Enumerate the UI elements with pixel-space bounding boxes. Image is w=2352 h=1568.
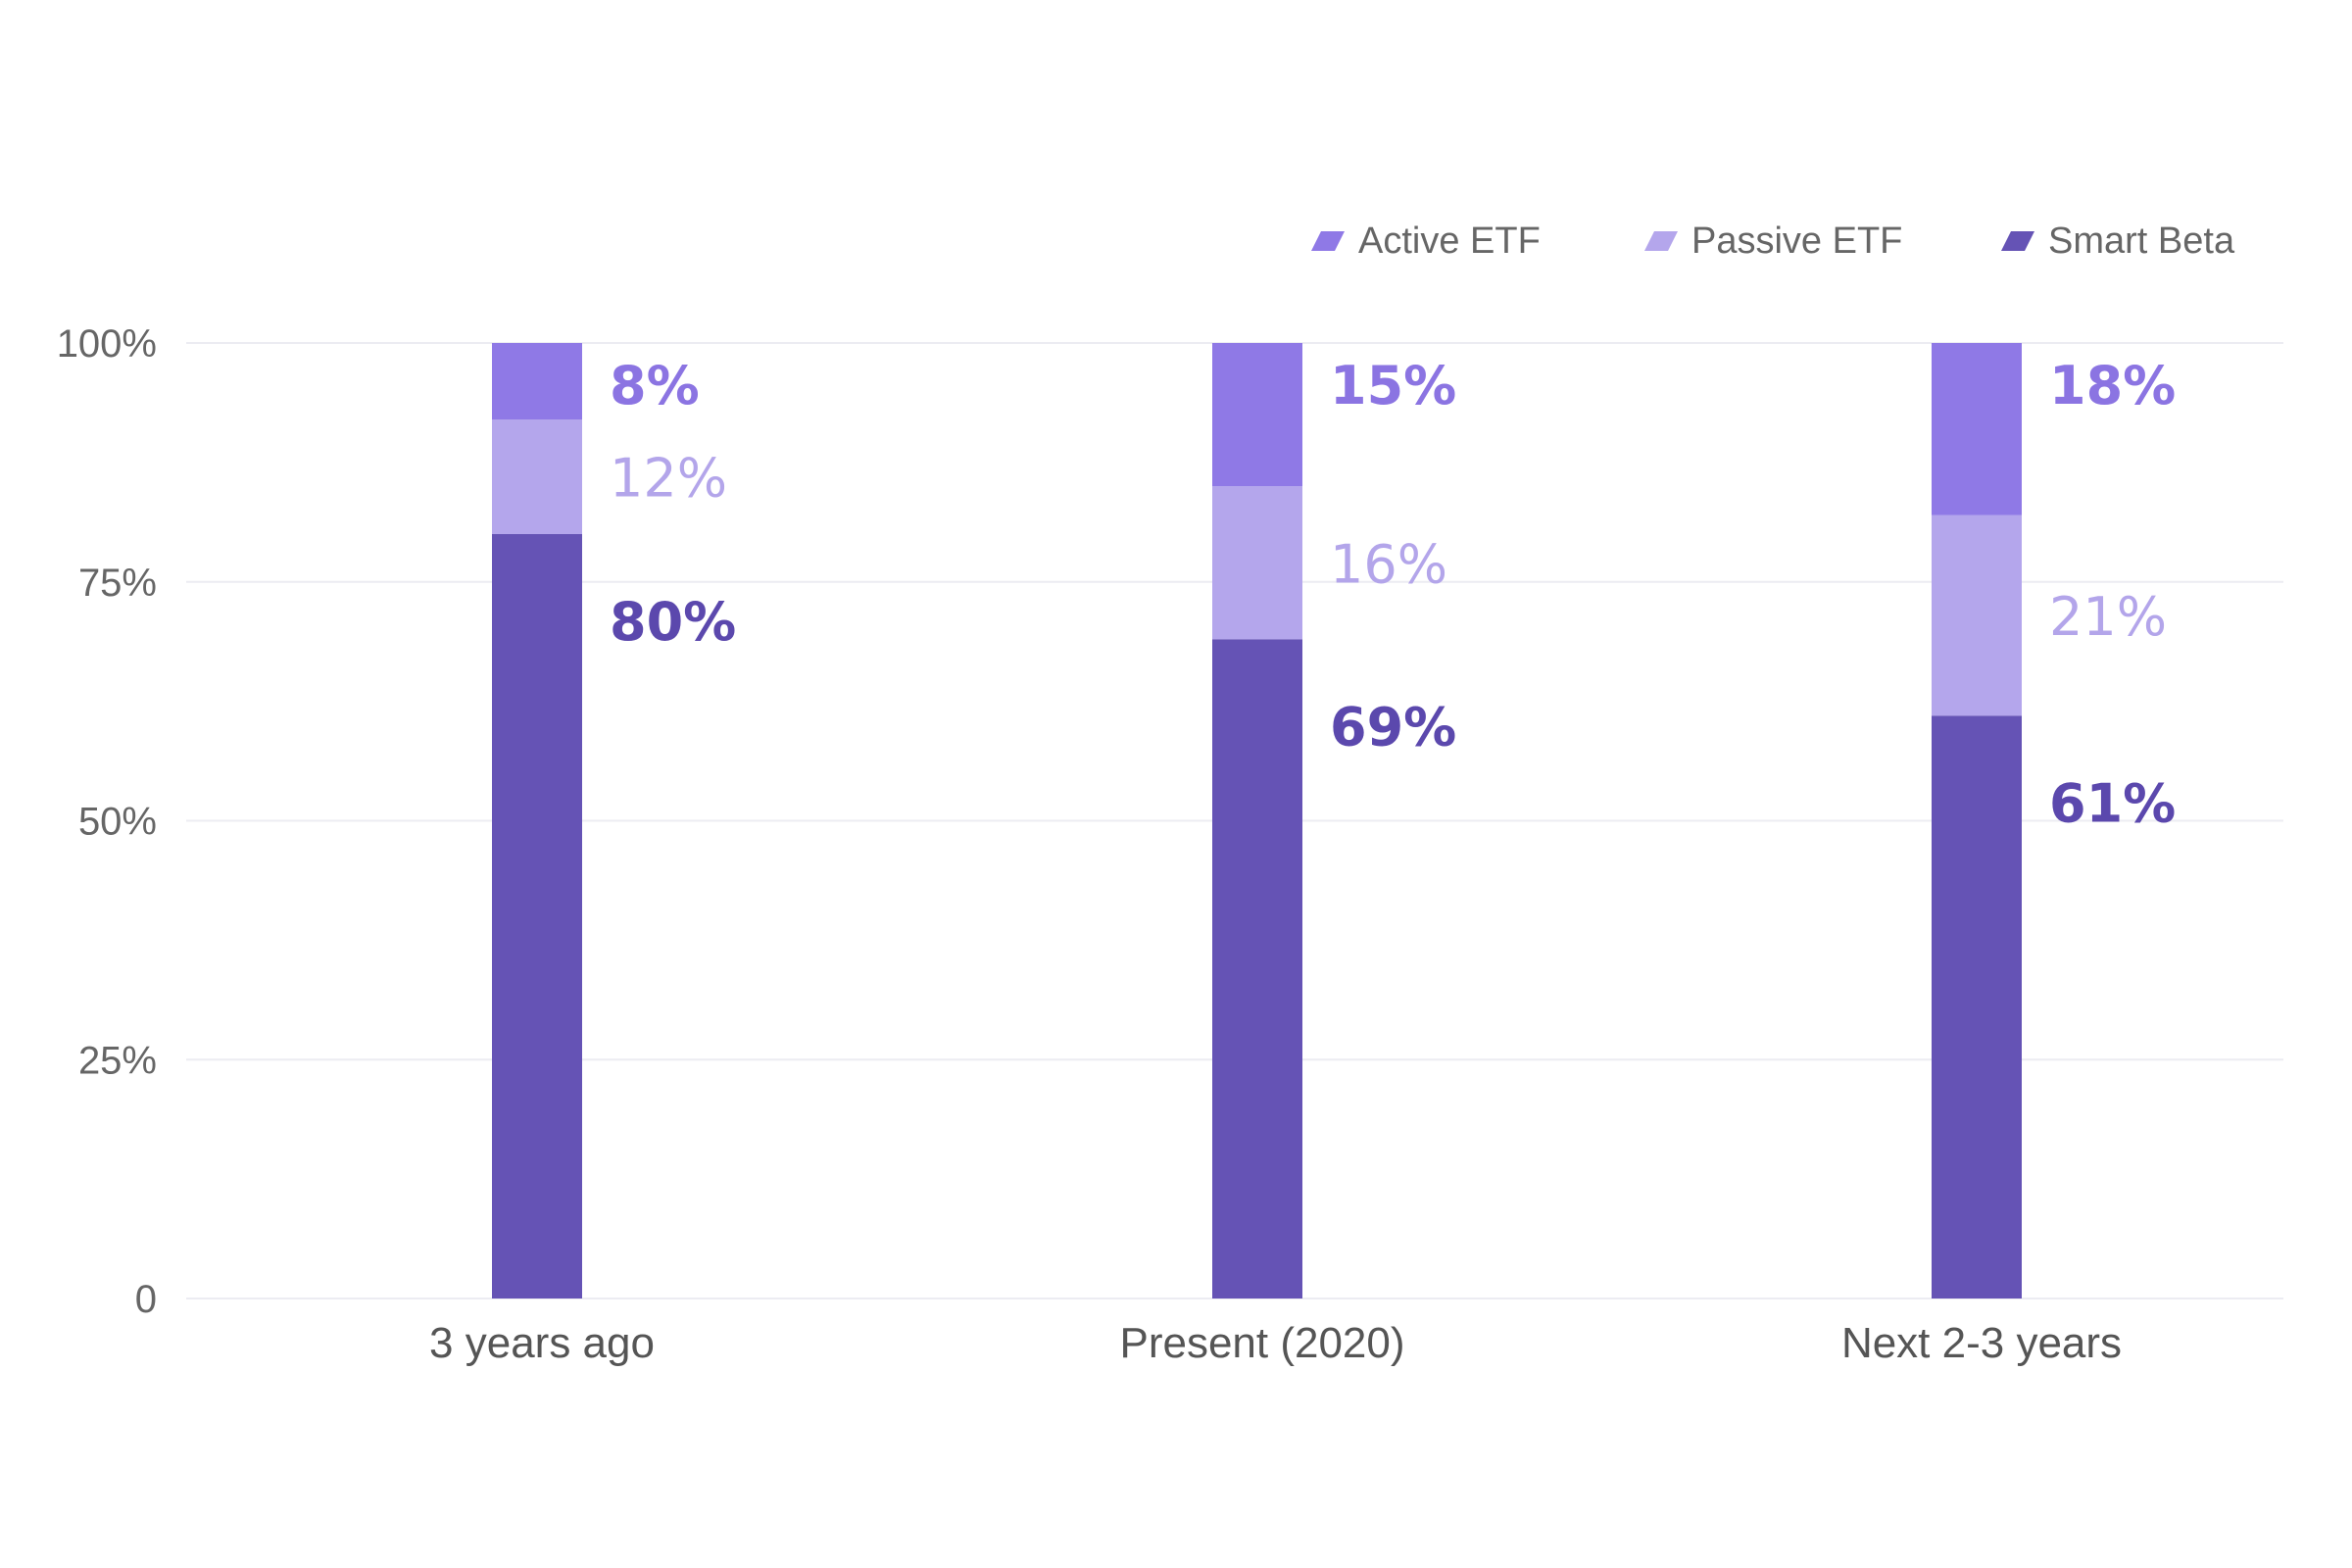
y-tick-label: 50%	[78, 801, 157, 844]
bar-segment	[1932, 715, 2022, 1298]
legend-label: Active ETF	[1358, 220, 1541, 262]
bar-segment	[492, 534, 582, 1298]
bar-segment	[1932, 343, 2022, 515]
data-label: 21%	[2049, 586, 2167, 648]
data-label: 15%	[1330, 355, 1456, 416]
data-label: 8%	[610, 355, 700, 416]
legend: Active ETF Passive ETF Smart Beta	[1311, 220, 2235, 262]
bar-segment	[1932, 514, 2022, 716]
data-label: 69%	[1330, 696, 1456, 758]
data-label: 12%	[610, 448, 727, 510]
x-axis-labels: 3 years ago Present (2020) Next 2-3 years	[429, 1319, 2122, 1367]
y-tick-label: 100%	[57, 322, 157, 366]
data-label: 80%	[610, 591, 736, 653]
bars	[492, 343, 2022, 1298]
legend-item: Passive ETF	[1644, 220, 1902, 262]
y-tick-label: 0	[135, 1278, 157, 1321]
legend-swatch	[2001, 231, 2034, 251]
y-axis-ticks: 0 25% 50% 75% 100%	[57, 322, 157, 1321]
data-labels: 80% 12% 8% 69% 16% 15% 61% 21% 18%	[610, 355, 2176, 834]
bar-segment	[492, 419, 582, 534]
x-tick-label: Next 2-3 years	[1841, 1319, 2122, 1367]
y-tick-label: 25%	[78, 1039, 157, 1082]
data-label: 18%	[2049, 355, 2176, 416]
x-tick-label: Present (2020)	[1119, 1319, 1404, 1367]
legend-swatch	[1311, 231, 1345, 251]
legend-label: Passive ETF	[1691, 220, 1902, 262]
x-tick-label: 3 years ago	[429, 1319, 655, 1367]
legend-item: Active ETF	[1311, 220, 1541, 262]
data-label: 61%	[2049, 772, 2176, 834]
bar-segment	[492, 343, 582, 419]
y-tick-label: 75%	[78, 562, 157, 605]
bar-segment	[1212, 343, 1302, 487]
bar-segment	[1212, 639, 1302, 1298]
legend-label: Smart Beta	[2048, 220, 2235, 262]
data-label: 16%	[1330, 533, 1447, 595]
legend-swatch	[1644, 231, 1678, 251]
legend-item: Smart Beta	[2001, 220, 2235, 262]
bar-segment	[1212, 486, 1302, 640]
